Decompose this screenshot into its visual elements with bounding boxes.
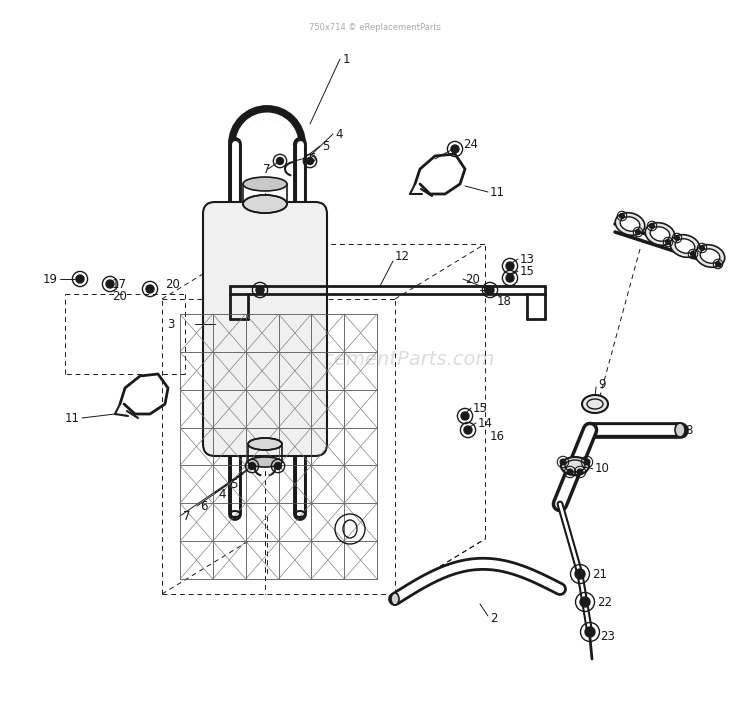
Circle shape — [716, 261, 721, 266]
Text: 11: 11 — [490, 186, 505, 198]
Ellipse shape — [248, 438, 282, 450]
Text: 13: 13 — [520, 253, 535, 266]
Ellipse shape — [391, 593, 399, 605]
Text: 14: 14 — [478, 416, 493, 430]
Text: 16: 16 — [490, 430, 505, 443]
Circle shape — [567, 469, 573, 475]
Text: 4: 4 — [218, 488, 226, 501]
Circle shape — [106, 280, 114, 288]
Ellipse shape — [675, 423, 685, 437]
Text: 22: 22 — [597, 595, 612, 608]
Text: 20: 20 — [112, 289, 127, 303]
Text: 24: 24 — [463, 138, 478, 151]
Ellipse shape — [582, 395, 608, 413]
Circle shape — [585, 627, 595, 637]
Text: 15: 15 — [473, 401, 488, 415]
Text: 3: 3 — [168, 318, 175, 331]
Text: 17: 17 — [112, 278, 127, 291]
Text: eReplacementParts.com: eReplacementParts.com — [256, 349, 494, 368]
Circle shape — [146, 285, 154, 293]
Text: 18: 18 — [497, 294, 512, 308]
Ellipse shape — [670, 235, 700, 257]
Text: 23: 23 — [600, 630, 615, 643]
Circle shape — [577, 469, 583, 475]
Ellipse shape — [561, 457, 589, 475]
Text: 20: 20 — [165, 278, 180, 291]
Text: 4: 4 — [335, 128, 343, 141]
Ellipse shape — [615, 213, 645, 236]
Circle shape — [691, 251, 695, 256]
Ellipse shape — [243, 195, 287, 213]
Circle shape — [277, 158, 284, 164]
Ellipse shape — [700, 248, 720, 263]
Text: 12: 12 — [395, 249, 410, 263]
Circle shape — [580, 597, 590, 607]
Ellipse shape — [248, 457, 282, 467]
Text: 6: 6 — [482, 283, 490, 296]
Circle shape — [76, 275, 84, 283]
Text: 6: 6 — [308, 151, 316, 164]
Text: 7: 7 — [183, 511, 190, 523]
Text: 20: 20 — [465, 273, 480, 286]
Circle shape — [506, 262, 514, 270]
Text: 21: 21 — [592, 568, 607, 580]
Text: 11: 11 — [65, 411, 80, 425]
Ellipse shape — [695, 245, 724, 267]
Circle shape — [506, 274, 514, 282]
Text: 7: 7 — [262, 163, 270, 176]
Text: 9: 9 — [598, 378, 605, 391]
Circle shape — [461, 412, 469, 420]
Text: 6: 6 — [200, 500, 208, 513]
Circle shape — [307, 158, 314, 164]
Circle shape — [248, 463, 256, 470]
Circle shape — [560, 459, 566, 465]
Circle shape — [674, 236, 680, 241]
Circle shape — [464, 426, 472, 434]
Circle shape — [256, 286, 264, 294]
Circle shape — [486, 286, 494, 294]
Text: 2: 2 — [490, 613, 497, 625]
Ellipse shape — [620, 217, 640, 231]
Circle shape — [620, 213, 625, 218]
Text: 5: 5 — [230, 478, 237, 491]
Circle shape — [665, 239, 670, 244]
Ellipse shape — [675, 238, 694, 253]
Text: 19: 19 — [43, 273, 58, 286]
Circle shape — [274, 463, 281, 470]
Ellipse shape — [650, 227, 670, 241]
Circle shape — [700, 246, 704, 251]
Text: 15: 15 — [520, 264, 535, 278]
Text: 1: 1 — [343, 53, 350, 66]
Ellipse shape — [243, 177, 287, 191]
Ellipse shape — [645, 223, 675, 246]
Circle shape — [584, 459, 590, 465]
FancyBboxPatch shape — [203, 202, 327, 456]
Text: 10: 10 — [595, 463, 610, 476]
Text: 750x714 © eReplacementParts: 750x714 © eReplacementParts — [309, 23, 441, 32]
Circle shape — [635, 229, 640, 234]
Text: 5: 5 — [322, 139, 329, 153]
Circle shape — [451, 145, 459, 153]
Circle shape — [575, 569, 585, 579]
Circle shape — [650, 223, 655, 228]
Text: 8: 8 — [685, 423, 692, 436]
